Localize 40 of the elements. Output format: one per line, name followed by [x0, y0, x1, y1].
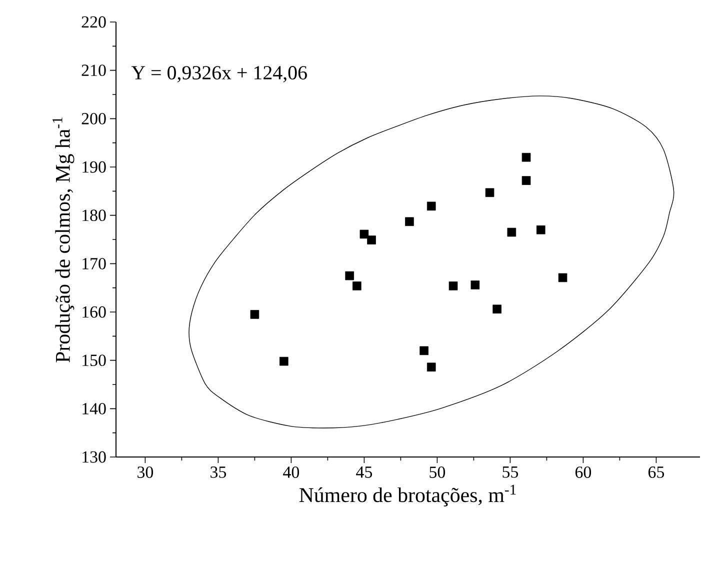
point — [345, 271, 354, 280]
point — [507, 228, 516, 237]
y-tick-label: 220 — [82, 16, 106, 28]
point — [250, 310, 260, 319]
x-tick-label: 55 — [502, 466, 518, 478]
y-tick-label: 130 — [82, 451, 106, 463]
y-tick-label: 140 — [82, 402, 106, 414]
y-tick-label: 210 — [82, 64, 106, 76]
x-tick-label: 50 — [430, 466, 446, 478]
y-tick-label: 170 — [82, 258, 106, 270]
point — [522, 176, 531, 185]
point — [558, 273, 568, 282]
point — [492, 304, 502, 314]
x-tick-label: 30 — [138, 466, 154, 478]
y-tick-label: 160 — [82, 306, 106, 318]
x-tick-label: 40 — [283, 466, 300, 478]
point — [522, 152, 531, 162]
x-tick-label: 45 — [356, 466, 372, 478]
point — [367, 236, 376, 244]
y-tick-label: 200 — [82, 112, 106, 124]
point — [405, 217, 414, 226]
x-axis-title: Número de brotações, m$^{-1}$ — [299, 484, 516, 506]
point — [426, 202, 436, 211]
point — [426, 362, 436, 372]
x-tick-label: 35 — [210, 466, 226, 478]
point — [470, 280, 480, 290]
point — [352, 282, 362, 290]
point — [536, 225, 546, 234]
y-tick-label: 180 — [82, 210, 106, 222]
y-tick-label: 190 — [82, 161, 106, 173]
point — [420, 346, 428, 356]
point — [280, 356, 288, 366]
point — [485, 188, 494, 198]
x-tick-label: 60 — [575, 466, 592, 478]
x-tick-label: 65 — [648, 466, 664, 478]
point — [360, 230, 369, 239]
annotation: Y = 0,9326x + 124,06 — [131, 66, 307, 82]
y-tick-label: 150 — [82, 354, 106, 366]
y-axis-title: Produção de colmos, Mg ha$^{-1}$ — [52, 117, 74, 362]
point — [448, 282, 458, 290]
